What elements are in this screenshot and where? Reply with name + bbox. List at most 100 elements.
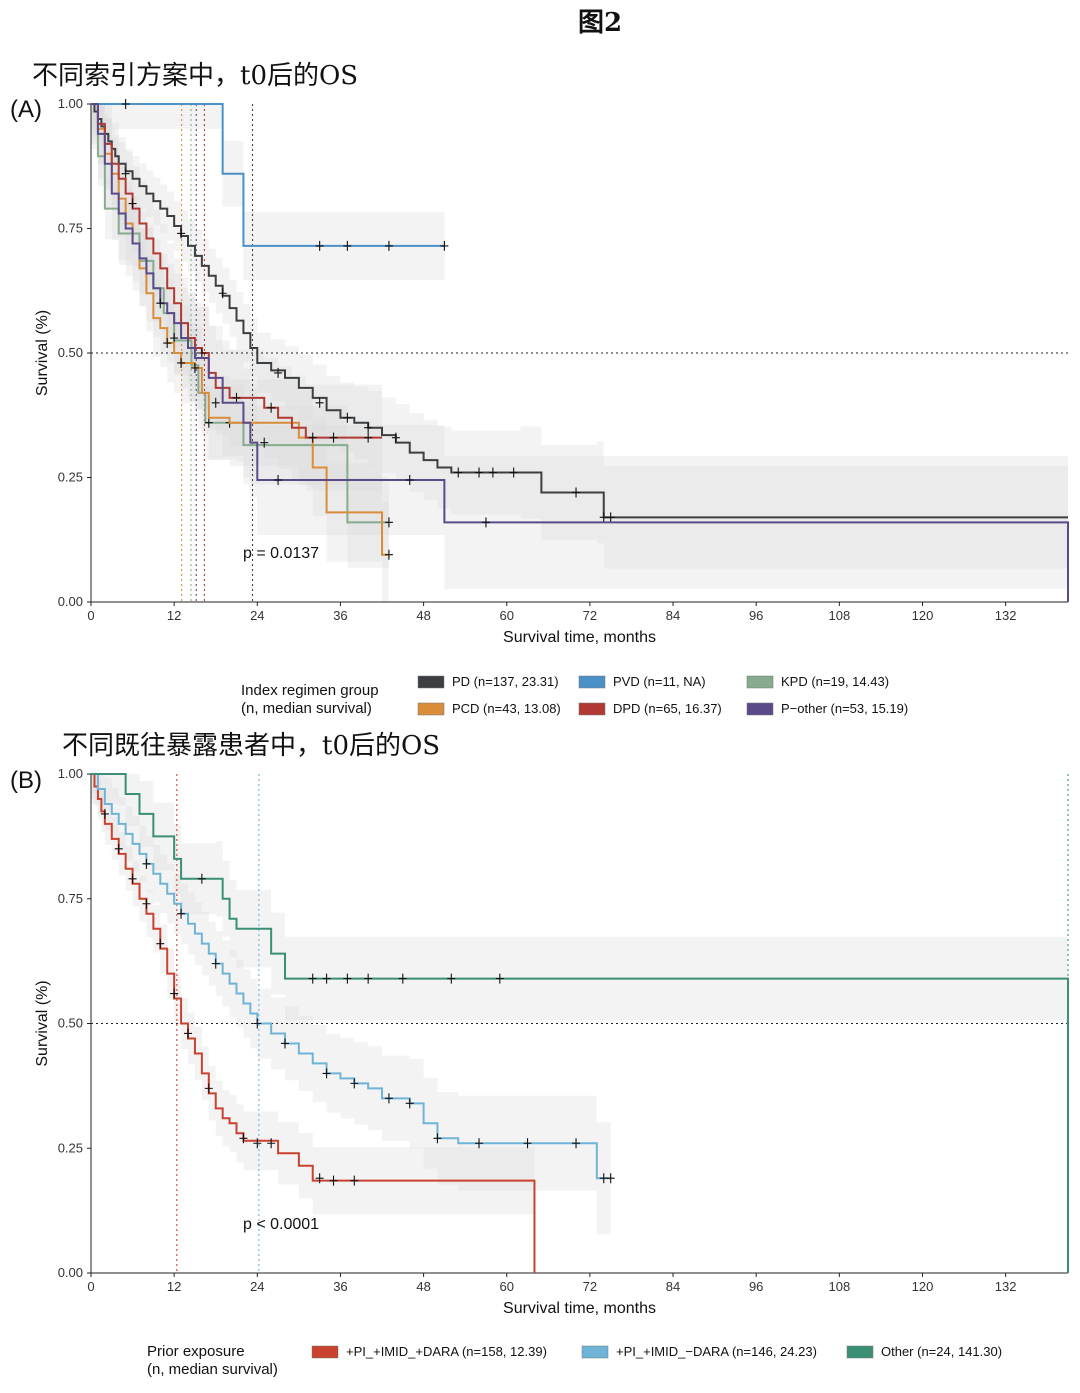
x-tick-label: 60: [500, 608, 514, 623]
censor-mark: [405, 474, 414, 485]
x-axis-label: Survival time, months: [503, 1300, 656, 1317]
censor-mark: [398, 973, 407, 984]
y-tick-label: 0.25: [58, 1140, 83, 1155]
censor-mark: [475, 1138, 484, 1149]
x-tick-label: 108: [828, 1279, 850, 1294]
censor-mark: [281, 1038, 290, 1049]
ci-band: [91, 774, 611, 1235]
x-tick-label: 48: [416, 608, 430, 623]
censor-mark: [509, 467, 518, 478]
survival-curve: [91, 103, 383, 439]
censor-mark: [329, 1175, 338, 1186]
p-value: p = 0.0137: [243, 545, 319, 562]
survival-curve: [91, 103, 1069, 602]
censor-mark: [315, 240, 324, 251]
legend-item: P−other (n=53, 15.19): [781, 701, 908, 716]
legend-item: +PI_+IMID_−DARA (n=146, 24.23): [616, 1344, 817, 1359]
x-tick-label: 84: [666, 1279, 680, 1294]
censor-mark: [384, 1093, 393, 1104]
legend-swatch: [746, 702, 774, 716]
y-tick-label: 0.50: [58, 1016, 83, 1031]
censor-mark: [384, 517, 393, 528]
panel-label: (A): [10, 96, 42, 123]
censor-mark: [170, 988, 179, 999]
ci-band: [91, 104, 1068, 602]
legend-swatch: [578, 702, 606, 716]
censor-mark: [204, 1083, 213, 1094]
legend-subtitle: (n, median survival): [147, 1361, 278, 1378]
censor-mark: [267, 1138, 276, 1149]
censor-mark: [481, 517, 490, 528]
censor-mark: [114, 843, 123, 854]
x-tick-label: 12: [167, 608, 181, 623]
censor-mark: [232, 392, 241, 403]
legend-item: Other (n=24, 141.30): [881, 1344, 1002, 1359]
x-tick-label: 0: [87, 1279, 94, 1294]
censor-mark: [100, 808, 109, 819]
censor-mark: [440, 240, 449, 251]
y-tick-label: 0.25: [58, 470, 83, 485]
legend-item: PCD (n=43, 13.08): [452, 701, 561, 716]
censor-mark: [391, 432, 400, 443]
censor-mark: [523, 1138, 532, 1149]
censor-mark: [211, 958, 220, 969]
censor-mark: [308, 432, 317, 443]
x-tick-label: 132: [995, 608, 1017, 623]
legend-swatch: [846, 1345, 874, 1359]
legend-item: DPD (n=65, 16.37): [613, 701, 722, 716]
censor-mark: [433, 1133, 442, 1144]
km-panel-a: 不同索引方案中，t0后的OS (A) 0 12 24 36 48 60 72 84 96 108 120…: [10, 61, 1069, 717]
legend-swatch: [417, 675, 445, 689]
censor-mark: [177, 228, 186, 239]
legend-item: +PI_+IMID_+DARA (n=158, 12.39): [346, 1344, 547, 1359]
censor-mark: [322, 973, 331, 984]
legend-swatch: [581, 1345, 609, 1359]
censor-mark: [606, 1173, 615, 1184]
censor-mark: [343, 973, 352, 984]
legend-swatch: [746, 675, 774, 689]
censor-mark: [218, 288, 227, 299]
x-tick-label: 96: [749, 1279, 763, 1294]
x-tick-label: 36: [333, 608, 347, 623]
censor-mark: [343, 412, 352, 423]
legend: Index regimen group(n, median survival) P…: [241, 674, 908, 717]
y-tick-label: 1.00: [58, 96, 83, 111]
legend-title: Index regimen group: [241, 682, 379, 699]
legend-item: KPD (n=19, 14.43): [781, 674, 889, 689]
censor-mark: [121, 99, 130, 109]
y-tick-label: 1.00: [58, 766, 83, 781]
censor-mark: [142, 858, 151, 869]
x-tick-label: 120: [912, 608, 934, 623]
censor-mark: [343, 240, 352, 251]
censor-mark: [260, 437, 269, 448]
censor-mark: [142, 898, 151, 909]
legend-item: PD (n=137, 23.31): [452, 674, 559, 689]
x-tick-label: 48: [416, 1279, 430, 1294]
censor-mark: [190, 362, 199, 373]
legend-swatch: [417, 702, 445, 716]
censor-mark: [405, 1098, 414, 1109]
ci-band: [91, 774, 535, 1273]
censor-mark: [274, 367, 283, 378]
censor-mark: [572, 1138, 581, 1149]
y-axis-label: Survival (%): [34, 310, 51, 396]
ci-band: [91, 104, 383, 496]
x-tick-label: 60: [500, 1279, 514, 1294]
censor-mark: [315, 397, 324, 408]
ci-band: [91, 104, 1068, 598]
y-tick-label: 0.00: [58, 594, 83, 609]
ci-band: [91, 104, 389, 571]
p-value: p < 0.0001: [243, 1216, 319, 1233]
censor-mark: [156, 298, 165, 309]
censor-mark: [128, 198, 137, 209]
censor-mark: [170, 333, 179, 344]
censor-mark: [177, 908, 186, 919]
x-tick-label: 24: [250, 1279, 264, 1294]
censor-mark: [475, 467, 484, 478]
x-tick-label: 24: [250, 608, 264, 623]
figure-title: 图2: [578, 8, 622, 38]
censor-mark: [253, 1138, 262, 1149]
censor-mark: [447, 973, 456, 984]
censor-mark: [606, 512, 615, 523]
